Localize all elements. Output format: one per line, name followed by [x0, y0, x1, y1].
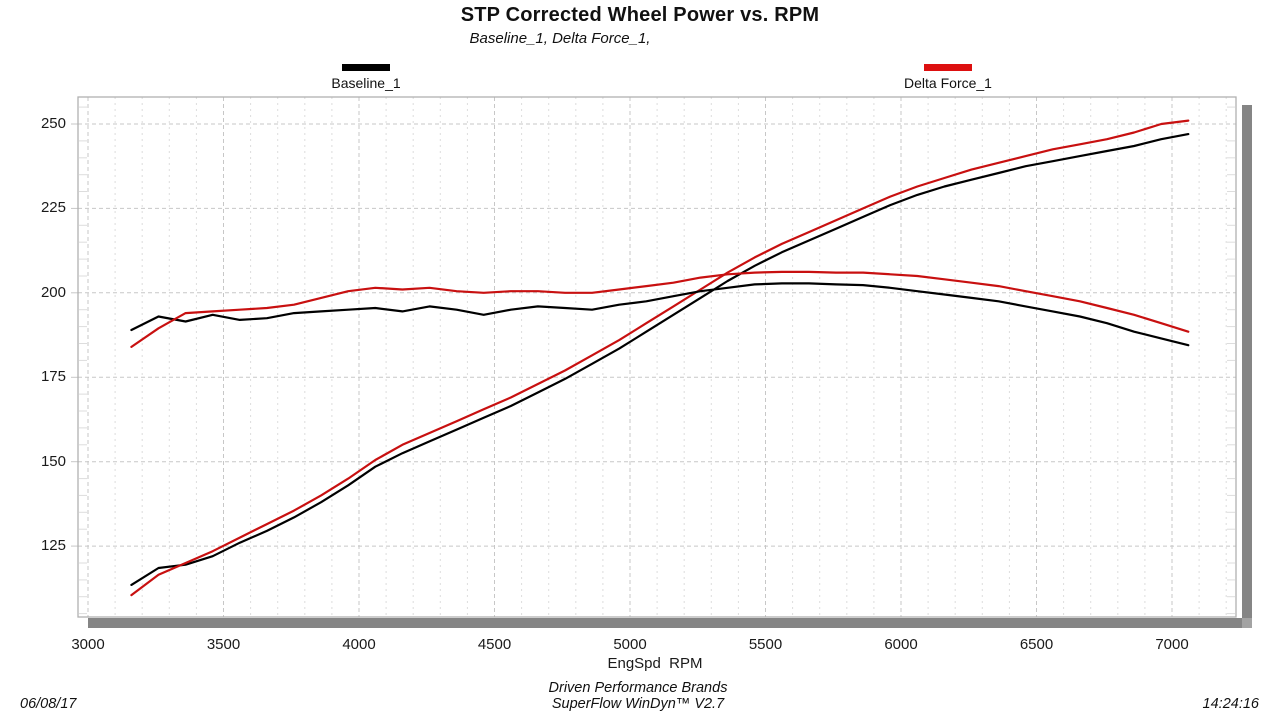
legend-label-delta-force: Delta Force_1 — [904, 75, 992, 91]
y-tick-label: 125 — [40, 537, 66, 555]
horizontal-scrollbar[interactable] — [88, 618, 1242, 628]
legend-item-baseline[interactable]: Baseline_1 — [318, 64, 414, 91]
y-tick-label: 150 — [40, 452, 66, 470]
x-tick-label: 3000 — [71, 636, 105, 653]
x-tick-label: 7000 — [1155, 636, 1189, 653]
baseline-color-swatch-icon — [342, 64, 390, 71]
footer-software-version: SuperFlow WinDyn™ V2.7 — [551, 696, 725, 712]
y-tick-label: 250 — [40, 115, 66, 132]
x-tick-label: 4500 — [477, 636, 512, 653]
x-axis-label: EngSpd RPM — [607, 655, 703, 672]
x-tick-label: 4000 — [342, 636, 376, 653]
y-tick-label: 175 — [40, 368, 66, 386]
scrollbar-corner — [1242, 618, 1252, 628]
legend-label-baseline: Baseline_1 — [331, 75, 401, 91]
curve-baseline-power — [130, 133, 1190, 587]
curve-baseline-torque — [130, 282, 1190, 347]
footer-brand-line: Driven Performance Brands — [548, 680, 728, 696]
x-tick-label: 6500 — [1019, 636, 1054, 653]
x-tick-label: 6000 — [884, 636, 918, 653]
curve-delta-torque — [130, 270, 1190, 348]
footer-date: 06/08/17 — [20, 696, 77, 712]
curve-delta-power — [130, 119, 1190, 597]
vertical-scrollbar[interactable] — [1242, 105, 1252, 618]
y-tick-label: 200 — [40, 283, 66, 301]
x-tick-label: 3500 — [206, 636, 241, 653]
footer-time: 14:24:16 — [1202, 696, 1259, 712]
chart-title: STP Corrected Wheel Power vs. RPM — [460, 4, 820, 26]
legend-item-delta-force[interactable]: Delta Force_1 — [900, 64, 996, 91]
x-tick-label: 5500 — [748, 636, 783, 653]
delta-force-color-swatch-icon — [924, 64, 972, 71]
x-tick-label: 5000 — [613, 636, 647, 653]
y-tick-label: 225 — [40, 199, 66, 217]
chart-subtitle: Baseline_1, Delta Force_1, — [469, 30, 651, 47]
